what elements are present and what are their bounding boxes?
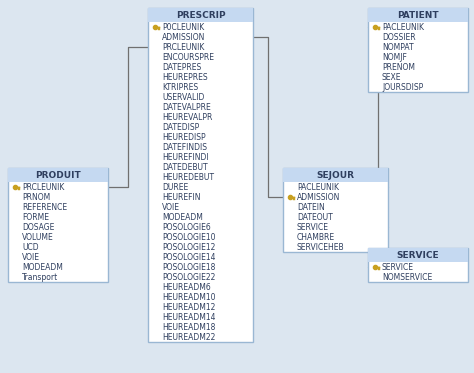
Bar bbox=[148, 8, 253, 22]
Text: HEUREDISP: HEUREDISP bbox=[162, 132, 206, 141]
Text: VOLUME: VOLUME bbox=[22, 232, 54, 241]
Text: POSOLOGIE12: POSOLOGIE12 bbox=[162, 242, 215, 251]
Text: HEUREADM10: HEUREADM10 bbox=[162, 292, 216, 301]
Text: ENCOURSPRE: ENCOURSPRE bbox=[162, 53, 214, 62]
Text: MODEADM: MODEADM bbox=[162, 213, 203, 222]
Text: PACLEUNIK: PACLEUNIK bbox=[297, 182, 339, 191]
Text: FORME: FORME bbox=[22, 213, 49, 222]
Text: PACLEUNIK: PACLEUNIK bbox=[382, 22, 424, 31]
Text: CHAMBRE: CHAMBRE bbox=[297, 232, 335, 241]
Text: DATEVALPRE: DATEVALPRE bbox=[162, 103, 211, 112]
Text: POSOLOGIE22: POSOLOGIE22 bbox=[162, 273, 215, 282]
Bar bbox=[283, 168, 388, 252]
Text: POSOLOGIE14: POSOLOGIE14 bbox=[162, 253, 216, 261]
Text: KTRIPRES: KTRIPRES bbox=[162, 82, 198, 91]
Text: PATIENT: PATIENT bbox=[397, 10, 439, 19]
Text: DATEOUT: DATEOUT bbox=[297, 213, 333, 222]
Text: DATEDISP: DATEDISP bbox=[162, 122, 199, 132]
Text: REFERENCE: REFERENCE bbox=[22, 203, 67, 211]
Text: P0CLEUNIK: P0CLEUNIK bbox=[162, 22, 204, 31]
Text: HEUREVALPR: HEUREVALPR bbox=[162, 113, 212, 122]
Text: PRENOM: PRENOM bbox=[382, 63, 415, 72]
Text: PRESCRIP: PRESCRIP bbox=[176, 10, 225, 19]
Text: HEUREADM6: HEUREADM6 bbox=[162, 282, 211, 292]
Text: HEUREADM12: HEUREADM12 bbox=[162, 303, 215, 311]
Bar bbox=[8, 168, 108, 282]
Text: SERVICE: SERVICE bbox=[297, 223, 329, 232]
Text: SEXE: SEXE bbox=[382, 72, 401, 81]
Bar bbox=[368, 248, 468, 262]
Bar bbox=[283, 168, 388, 182]
Text: DATEPRES: DATEPRES bbox=[162, 63, 201, 72]
Text: DATEFINDIS: DATEFINDIS bbox=[162, 142, 207, 151]
Text: NOMJF: NOMJF bbox=[382, 53, 407, 62]
Text: Transport: Transport bbox=[22, 273, 58, 282]
Text: PRCLEUNIK: PRCLEUNIK bbox=[162, 43, 204, 51]
Text: VOIE: VOIE bbox=[22, 253, 40, 261]
Text: HEUREDEBUT: HEUREDEBUT bbox=[162, 172, 214, 182]
Text: HEUREPRES: HEUREPRES bbox=[162, 72, 208, 81]
Bar bbox=[148, 8, 253, 342]
Text: SERVICEHEB: SERVICEHEB bbox=[297, 242, 345, 251]
Text: SERVICE: SERVICE bbox=[397, 251, 439, 260]
Text: POSOLOGIE6: POSOLOGIE6 bbox=[162, 223, 211, 232]
Text: MODEADM: MODEADM bbox=[22, 263, 63, 272]
Text: PRODUIT: PRODUIT bbox=[35, 170, 81, 179]
Bar bbox=[368, 248, 468, 282]
Text: DUREE: DUREE bbox=[162, 182, 188, 191]
Text: DOSAGE: DOSAGE bbox=[22, 223, 55, 232]
Text: JOURSDISP: JOURSDISP bbox=[382, 82, 423, 91]
Text: SEJOUR: SEJOUR bbox=[317, 170, 355, 179]
Text: POSOLOGIE10: POSOLOGIE10 bbox=[162, 232, 216, 241]
Text: DOSSIER: DOSSIER bbox=[382, 32, 416, 41]
Bar bbox=[368, 8, 468, 92]
Text: HEUREFINDI: HEUREFINDI bbox=[162, 153, 209, 162]
Text: POSOLOGIE18: POSOLOGIE18 bbox=[162, 263, 215, 272]
Text: DATEDEBUT: DATEDEBUT bbox=[162, 163, 208, 172]
Text: PRNOM: PRNOM bbox=[22, 192, 50, 201]
Text: NOMSERVICE: NOMSERVICE bbox=[382, 273, 432, 282]
Text: NOMPAT: NOMPAT bbox=[382, 43, 414, 51]
Bar bbox=[368, 8, 468, 22]
Text: HEUREADM14: HEUREADM14 bbox=[162, 313, 216, 322]
Text: DATEIN: DATEIN bbox=[297, 203, 325, 211]
Bar bbox=[8, 168, 108, 182]
Text: ADMISSION: ADMISSION bbox=[297, 192, 340, 201]
Text: ADMISSION: ADMISSION bbox=[162, 32, 205, 41]
Text: SERVICE: SERVICE bbox=[382, 263, 414, 272]
Text: UCD: UCD bbox=[22, 242, 38, 251]
Text: HEUREADM22: HEUREADM22 bbox=[162, 332, 215, 342]
Text: HEUREADM18: HEUREADM18 bbox=[162, 323, 215, 332]
Text: USERVALID: USERVALID bbox=[162, 93, 204, 101]
Text: VOIE: VOIE bbox=[162, 203, 180, 211]
Text: HEUREFIN: HEUREFIN bbox=[162, 192, 201, 201]
Text: PRCLEUNIK: PRCLEUNIK bbox=[22, 182, 64, 191]
